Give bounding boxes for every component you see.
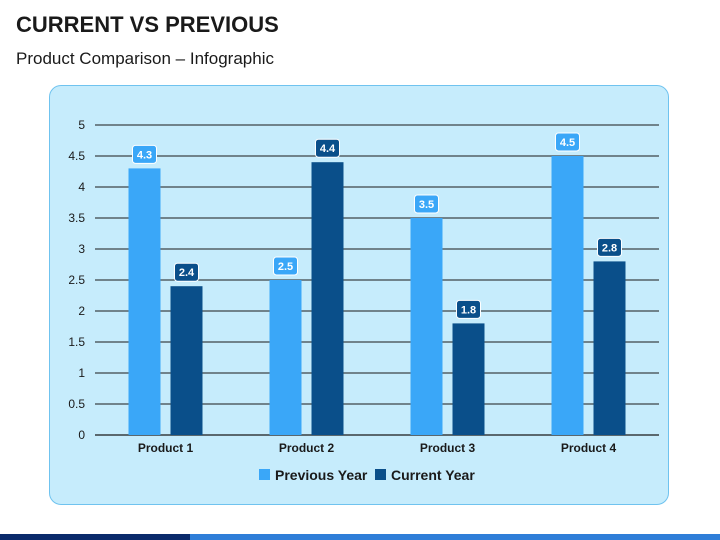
data-label: 4.5 <box>560 137 575 149</box>
y-tick-label: 3.5 <box>68 211 85 225</box>
y-tick-label: 1.5 <box>68 335 85 349</box>
slide-title: CURRENT VS PREVIOUS <box>16 12 279 37</box>
data-label-bubble <box>315 138 340 158</box>
data-label-bubble <box>414 194 439 214</box>
data-label-bubble <box>456 299 481 319</box>
bar-previous-year <box>551 156 584 435</box>
y-tick-label: 0 <box>78 428 85 442</box>
bar-current-year <box>311 162 344 435</box>
bar-previous-year <box>269 280 302 435</box>
bar-chart: 0 0.5 1 1.5 2 2.5 3 3.5 4 4.5 5 4.3 2.4 Product 1 2.5 4… <box>68 118 659 483</box>
bar-current-year <box>593 261 626 435</box>
y-tick-label: 0.5 <box>68 397 85 411</box>
legend-label: Previous Year <box>275 467 368 483</box>
footer-bar-dark <box>0 534 190 540</box>
y-tick-label: 2.5 <box>68 273 85 287</box>
data-label-bubble <box>555 132 580 152</box>
data-label-bubble <box>273 256 298 276</box>
y-tick-label: 4 <box>78 180 85 194</box>
data-label: 4.3 <box>137 149 152 161</box>
bar-previous-year <box>410 218 443 435</box>
data-label-bubble <box>174 262 199 282</box>
bar-current-year <box>170 286 203 435</box>
bar-previous-year <box>128 168 161 435</box>
legend-swatch-current-year <box>375 469 386 480</box>
data-label: 1.8 <box>461 304 476 316</box>
x-tick-label: Product 1 <box>138 441 194 455</box>
data-label: 2.5 <box>278 261 293 273</box>
data-label-bubble <box>597 237 622 257</box>
data-label: 3.5 <box>419 199 434 211</box>
x-tick-label: Product 2 <box>279 441 335 455</box>
data-label-bubble <box>132 144 157 164</box>
x-tick-label: Product 3 <box>420 441 476 455</box>
slide-subtitle: Product Comparison – Infographic <box>16 49 274 68</box>
y-tick-label: 2 <box>78 304 85 318</box>
x-tick-label: Product 4 <box>561 441 617 455</box>
legend-swatch-previous-year <box>259 469 270 480</box>
y-tick-label: 4.5 <box>68 149 85 163</box>
data-label: 4.4 <box>320 143 336 155</box>
data-label: 2.4 <box>179 267 195 279</box>
y-tick-label: 5 <box>78 118 85 132</box>
data-label: 2.8 <box>602 242 617 254</box>
bar-current-year <box>452 323 485 435</box>
legend-label: Current Year <box>391 467 475 483</box>
footer-bar-light <box>190 534 720 540</box>
y-tick-label: 1 <box>78 366 85 380</box>
y-tick-label: 3 <box>78 242 85 256</box>
